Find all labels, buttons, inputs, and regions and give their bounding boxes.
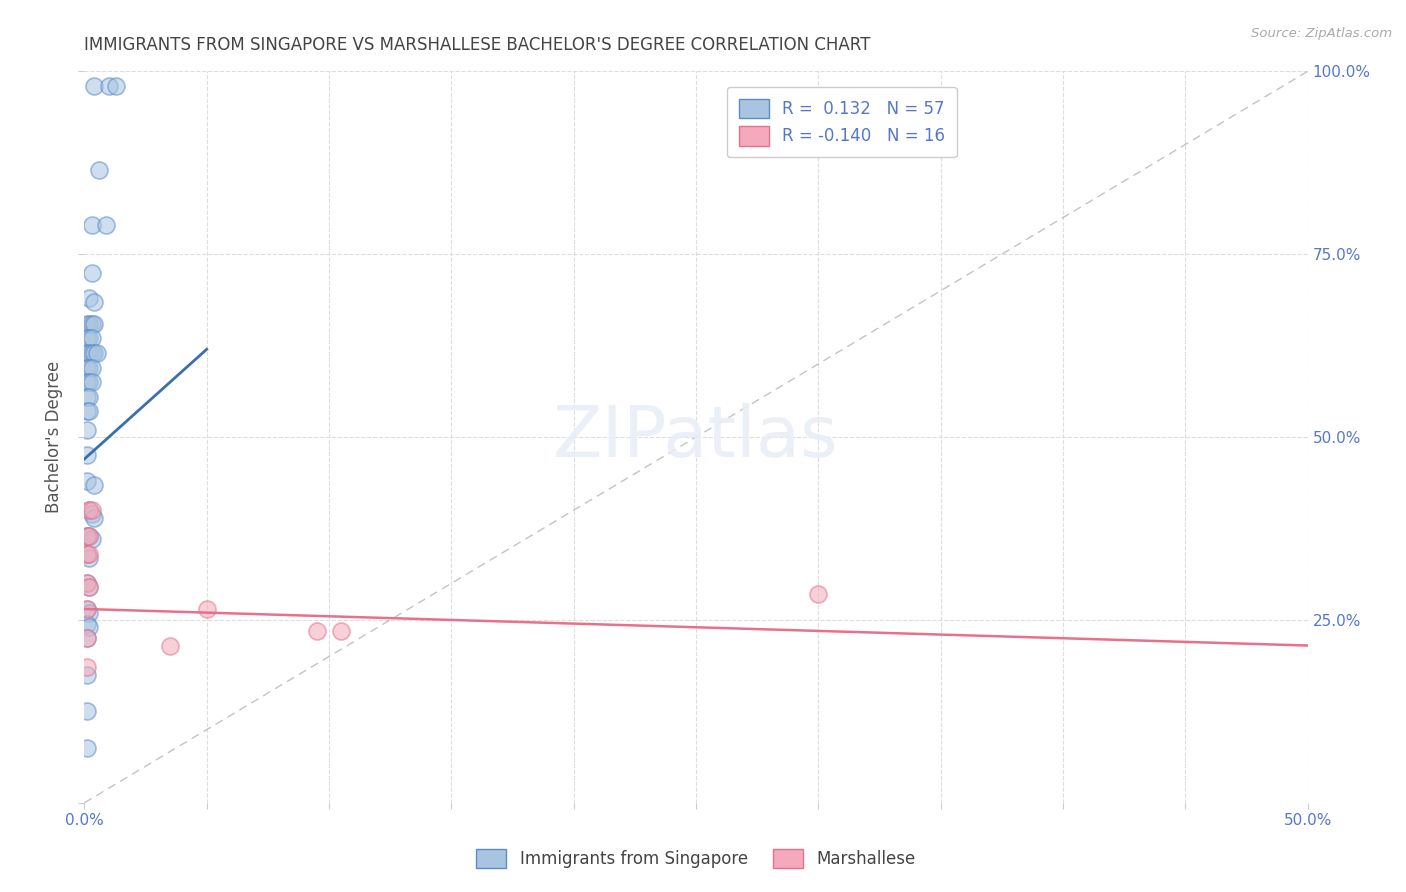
Point xyxy=(76,547,98,561)
Point xyxy=(330,624,353,638)
Point xyxy=(76,667,98,681)
Point xyxy=(80,317,103,331)
Point xyxy=(83,477,105,491)
Point xyxy=(87,163,110,178)
Point xyxy=(83,346,105,360)
Point xyxy=(80,376,103,390)
Point xyxy=(80,346,103,360)
Point xyxy=(76,390,98,404)
Point xyxy=(76,423,98,437)
Point xyxy=(195,602,218,616)
Legend: Immigrants from Singapore, Marshallese: Immigrants from Singapore, Marshallese xyxy=(470,842,922,875)
Point xyxy=(77,317,100,331)
Point xyxy=(77,547,100,561)
Point xyxy=(77,376,100,390)
Point xyxy=(77,503,100,517)
Point xyxy=(76,576,98,591)
Point xyxy=(77,331,100,345)
Point xyxy=(76,360,98,375)
Point xyxy=(305,624,328,638)
Point xyxy=(76,449,98,463)
Point xyxy=(76,331,98,345)
Point xyxy=(77,390,100,404)
Point xyxy=(96,218,118,232)
Point xyxy=(80,507,103,521)
Point xyxy=(105,78,128,93)
Point xyxy=(76,705,98,719)
Point xyxy=(80,218,103,232)
Point xyxy=(76,474,98,488)
Point xyxy=(76,529,98,543)
Point xyxy=(83,78,105,93)
Text: Source: ZipAtlas.com: Source: ZipAtlas.com xyxy=(1251,27,1392,40)
Text: ZIPatlas: ZIPatlas xyxy=(553,402,839,472)
Point xyxy=(86,346,108,360)
Point xyxy=(83,294,105,309)
Point xyxy=(76,602,98,616)
Point xyxy=(83,317,105,331)
Point xyxy=(76,404,98,418)
Point xyxy=(77,404,100,418)
Text: IMMIGRANTS FROM SINGAPORE VS MARSHALLESE BACHELOR'S DEGREE CORRELATION CHART: IMMIGRANTS FROM SINGAPORE VS MARSHALLESE… xyxy=(84,36,870,54)
Point xyxy=(77,503,100,517)
Y-axis label: Bachelor's Degree: Bachelor's Degree xyxy=(45,361,63,513)
Point xyxy=(77,291,100,305)
Point xyxy=(80,360,103,375)
Point xyxy=(80,533,103,547)
Point xyxy=(97,78,120,93)
Point xyxy=(159,639,181,653)
Point xyxy=(77,620,100,634)
Point xyxy=(80,266,103,280)
Point xyxy=(77,580,100,594)
Point xyxy=(76,317,98,331)
Point xyxy=(77,580,100,594)
Point xyxy=(80,503,103,517)
Point xyxy=(76,632,98,646)
Point xyxy=(76,632,98,646)
Point xyxy=(76,376,98,390)
Point xyxy=(76,616,98,631)
Point xyxy=(77,606,100,620)
Point xyxy=(83,510,105,524)
Point xyxy=(77,360,100,375)
Point xyxy=(77,550,100,565)
Point xyxy=(77,529,100,543)
Point xyxy=(76,529,98,543)
Point xyxy=(80,331,103,345)
Point xyxy=(76,740,98,755)
Point xyxy=(76,547,98,561)
Point xyxy=(807,587,830,601)
Point xyxy=(77,529,100,543)
Point xyxy=(76,602,98,616)
Point xyxy=(76,660,98,674)
Point xyxy=(77,346,100,360)
Point xyxy=(76,346,98,360)
Point xyxy=(76,576,98,591)
